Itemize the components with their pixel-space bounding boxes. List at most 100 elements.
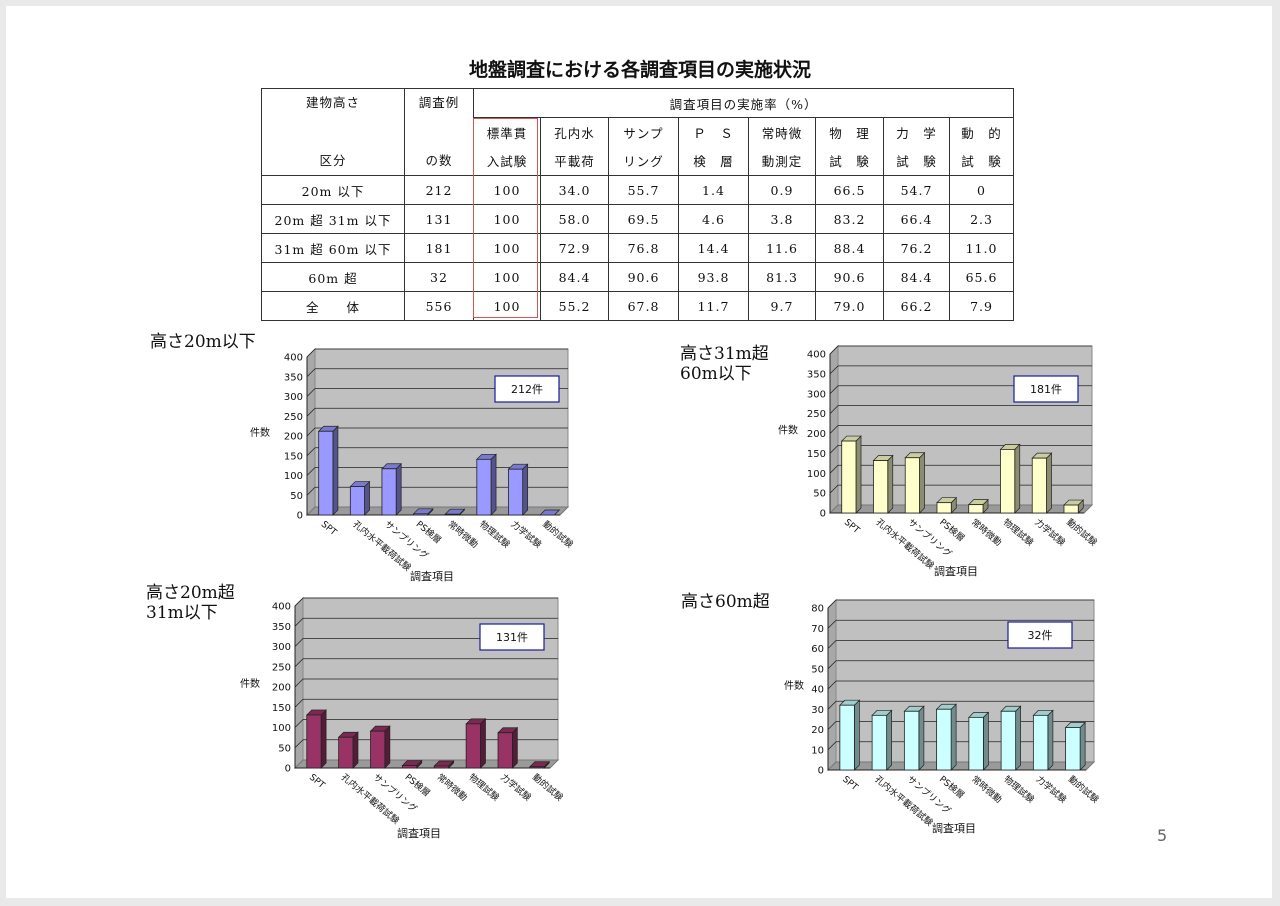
table-cell: 54.7: [883, 175, 950, 205]
col-count-bottom: の数: [425, 153, 453, 168]
annotation-label: 32件: [1028, 629, 1053, 642]
table-row: 20m 超 31m 以下 131 100 58.0 69.5 4.6 3.8 83.2 66.4…: [261, 204, 1015, 234]
gridline-side: [827, 619, 837, 629]
table-cell: 3.8: [748, 204, 816, 234]
y-tick-label: 250: [272, 662, 291, 673]
y-tick-label: 100: [272, 723, 291, 734]
table-cell: 90.6: [608, 262, 679, 292]
table-cell: 181: [404, 233, 474, 263]
bar: [465, 718, 487, 769]
row-label: 60m 超: [261, 262, 405, 292]
y-tick-label: 350: [284, 372, 303, 383]
bar: [1063, 499, 1085, 514]
gridline-side: [306, 467, 316, 476]
bar: [507, 463, 529, 516]
gridline-side: [827, 599, 837, 609]
item-header-top: Ｐ Ｓ: [678, 117, 749, 147]
table-cell: 76.2: [883, 233, 950, 263]
table-cell: 67.8: [608, 291, 679, 321]
bar: [497, 726, 519, 769]
y-tick-label: 250: [807, 409, 826, 420]
y-tick-label: 50: [290, 491, 303, 502]
y-tick-label: 0: [285, 764, 291, 775]
gridline-side: [306, 388, 316, 397]
x-tick-label: 常時微動: [969, 516, 1004, 548]
bar: [1000, 705, 1022, 771]
item-header-top: 物 理: [815, 117, 884, 147]
table-cell: 76.8: [608, 233, 679, 263]
x-tick-label: PS検層: [937, 516, 967, 544]
y-tick-label: 300: [272, 642, 291, 653]
bar: [317, 425, 339, 516]
gridline-side: [294, 698, 304, 708]
y-tick-label: 40: [811, 685, 824, 696]
table-cell: 9.7: [748, 291, 816, 321]
y-tick-label: 10: [811, 745, 824, 756]
table-cell: 66.4: [883, 204, 950, 234]
item-header-bottom: 試 験: [815, 146, 884, 176]
x-tick-label: 動的試験: [530, 771, 565, 803]
table-cell: 2.3: [948, 204, 1015, 234]
x-tick-label: 常時微動: [969, 773, 1004, 805]
chart-label-60m: 高さ60m超: [681, 592, 770, 612]
gridline-side: [827, 640, 837, 649]
x-tick-label: SPT: [840, 775, 860, 794]
gridline-side: [306, 407, 316, 417]
gridline-side: [306, 427, 316, 437]
gridline-side: [829, 484, 839, 494]
table-cell: 66.5: [815, 175, 884, 205]
y-tick-label: 350: [272, 622, 291, 633]
item-header-bottom: 入試験: [473, 146, 541, 176]
gridline-side: [829, 445, 839, 454]
x-axis-label: 調査項目: [410, 569, 454, 583]
gridline-side: [829, 345, 839, 355]
gridline-side: [827, 680, 837, 690]
bar: [412, 507, 434, 516]
col-count-top: 調査例: [418, 95, 460, 110]
table-cell: 84.4: [540, 262, 609, 292]
annotation-box: [494, 375, 560, 403]
x-tick-label: 物理試験: [1001, 516, 1036, 548]
item-header-bottom: 検 層: [678, 146, 749, 176]
chart-label-20m: 高さ20m以下: [150, 332, 256, 352]
table-cell: 131: [404, 204, 474, 234]
x-tick-label: PS検層: [937, 773, 967, 801]
gridline-side: [829, 464, 839, 474]
gridline-side: [306, 447, 316, 457]
bar: [401, 759, 423, 769]
row-label: 全 体: [261, 291, 405, 321]
item-header-top: 標準貫: [473, 117, 541, 147]
annotation-box: [1013, 375, 1079, 403]
y-axis-label: 件数: [250, 426, 270, 439]
table-row: 20m 以下 212 100 34.0 55.7 1.4 0.9 66.5 54.7 0: [261, 175, 1015, 205]
item-header-bottom: リング: [608, 146, 679, 176]
x-tick-label: 物理試験: [1001, 773, 1036, 805]
x-tick-label: 物理試験: [466, 771, 501, 803]
plot-floor: [826, 761, 1096, 771]
x-tick-label: SPT: [842, 518, 862, 537]
col-height-bottom: 区分: [319, 153, 347, 168]
table-cell: 100: [473, 291, 541, 321]
gridline-side: [829, 425, 839, 434]
gridline-side: [306, 486, 316, 496]
bar: [539, 509, 561, 516]
table-cell: 4.6: [678, 204, 749, 234]
bar: [475, 453, 497, 516]
y-tick-label: 0: [818, 766, 824, 777]
gridline-side: [829, 365, 839, 375]
bar: [872, 454, 894, 514]
y-tick-label: 350: [807, 369, 826, 380]
y-tick-label: 200: [272, 683, 291, 694]
col-group-header: 調査項目の実施率（%）: [472, 87, 1015, 119]
annotation-label: 181件: [1030, 383, 1062, 396]
table-cell: 81.3: [748, 262, 816, 292]
y-tick-label: 50: [811, 664, 824, 675]
table-row: 31m 超 60m 以下 181 100 72.9 76.8 14.4 11.6 88.4 76…: [261, 233, 1015, 263]
bar: [349, 480, 371, 516]
table-row: 60m 超 32 100 84.4 90.6 93.8 81.3 90.6 84.4 65.6: [261, 262, 1015, 292]
table-cell: 212: [404, 175, 474, 205]
x-tick-label: 力学試験: [1032, 516, 1067, 548]
